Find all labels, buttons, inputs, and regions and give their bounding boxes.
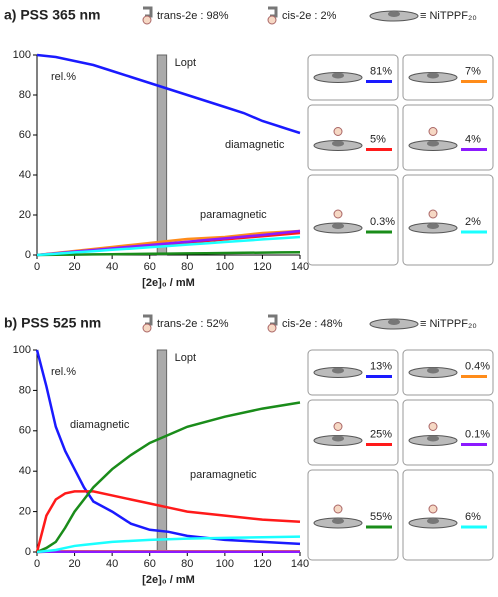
x-axis-label: [2e]₀ / mM: [142, 277, 195, 289]
ligand-icon: [268, 324, 276, 332]
annotation: paramagnetic: [200, 209, 267, 221]
legend-icon: [268, 8, 276, 16]
species-percent: 0.3%: [370, 216, 395, 228]
ligand-icon: [429, 128, 437, 136]
legend-text: trans-2e : 52%: [157, 318, 229, 330]
y-tick-label: 0: [25, 546, 31, 558]
legend-text: trans-2e : 98%: [157, 10, 229, 22]
ligand-icon: [429, 505, 437, 513]
nickel-icon: [388, 319, 400, 325]
nickel-icon: [427, 436, 439, 442]
ligand-icon: [334, 505, 342, 513]
y-tick-label: 40: [19, 465, 31, 477]
x-tick-label: 140: [291, 558, 309, 570]
nickel-icon: [388, 11, 400, 17]
legend-icon: [268, 316, 276, 324]
species-percent: 81%: [370, 65, 392, 77]
y-axis-label: rel.%: [51, 366, 76, 378]
nickel-icon: [332, 141, 344, 147]
x-tick-label: 40: [106, 558, 118, 570]
x-tick-label: 20: [68, 558, 80, 570]
y-tick-label: 60: [19, 425, 31, 437]
lopt-label: Lopt: [175, 57, 196, 69]
x-tick-label: 40: [106, 261, 118, 273]
nickel-icon: [427, 73, 439, 79]
y-axis-label: rel.%: [51, 71, 76, 83]
nickel-icon: [332, 223, 344, 229]
species-percent: 4%: [465, 133, 481, 145]
panel-title: b) PSS 525 nm: [4, 315, 101, 331]
nickel-icon: [427, 518, 439, 524]
ligand-icon: [429, 210, 437, 218]
lopt-label: Lopt: [175, 352, 196, 364]
y-tick-label: 80: [19, 89, 31, 101]
ligand-icon: [334, 128, 342, 136]
nickel-icon: [332, 518, 344, 524]
x-tick-label: 0: [34, 261, 40, 273]
legend-text: cis-2e : 2%: [282, 10, 337, 22]
x-tick-label: 100: [216, 558, 234, 570]
y-tick-label: 100: [13, 49, 31, 61]
nickel-icon: [332, 436, 344, 442]
nickel-icon: [427, 141, 439, 147]
x-tick-label: 80: [181, 261, 193, 273]
legend-icon: [143, 8, 151, 16]
nickel-icon: [332, 73, 344, 79]
line: [37, 350, 300, 544]
panel-title: a) PSS 365 nm: [4, 7, 101, 23]
y-tick-label: 80: [19, 384, 31, 396]
legend-text: ≡ NiTPPF₂₀: [420, 10, 477, 22]
lopt-band: [157, 350, 166, 552]
nickel-icon: [332, 368, 344, 374]
nickel-icon: [427, 368, 439, 374]
legend-icon: [143, 316, 151, 324]
ligand-icon: [143, 324, 151, 332]
species-percent: 13%: [370, 360, 392, 372]
y-tick-label: 100: [13, 344, 31, 356]
x-tick-label: 120: [253, 261, 271, 273]
nickel-icon: [427, 223, 439, 229]
species-percent: 0.4%: [465, 360, 490, 372]
y-tick-label: 40: [19, 169, 31, 181]
y-tick-label: 20: [19, 209, 31, 221]
x-tick-label: 80: [181, 558, 193, 570]
species-percent: 0.1%: [465, 428, 490, 440]
x-tick-label: 60: [144, 558, 156, 570]
y-tick-label: 20: [19, 506, 31, 518]
figure: a) PSS 365 nm trans-2e : 98% cis-2e : 2% ≡ …: [0, 0, 498, 592]
species-percent: 5%: [370, 133, 386, 145]
x-tick-label: 120: [253, 558, 271, 570]
species-percent: 6%: [465, 511, 481, 523]
ligand-icon: [429, 423, 437, 431]
species-percent: 2%: [465, 216, 481, 228]
ligand-icon: [334, 423, 342, 431]
x-tick-label: 100: [216, 261, 234, 273]
legend-text: cis-2e : 48%: [282, 318, 343, 330]
species-percent: 55%: [370, 511, 392, 523]
x-axis-label: [2e]₀ / mM: [142, 574, 195, 586]
species-percent: 25%: [370, 428, 392, 440]
x-tick-label: 20: [68, 261, 80, 273]
line: [37, 537, 300, 552]
y-tick-label: 0: [25, 249, 31, 261]
ligand-icon: [143, 16, 151, 24]
ligand-icon: [268, 16, 276, 24]
ligand-icon: [334, 210, 342, 218]
x-tick-label: 0: [34, 558, 40, 570]
y-tick-label: 60: [19, 129, 31, 141]
species-percent: 7%: [465, 65, 481, 77]
x-tick-label: 140: [291, 261, 309, 273]
legend-text: ≡ NiTPPF₂₀: [420, 318, 477, 330]
x-tick-label: 60: [144, 261, 156, 273]
annotation: diamagnetic: [225, 139, 285, 151]
annotation: diamagnetic: [70, 419, 130, 431]
annotation: paramagnetic: [190, 469, 257, 481]
line: [37, 55, 300, 133]
